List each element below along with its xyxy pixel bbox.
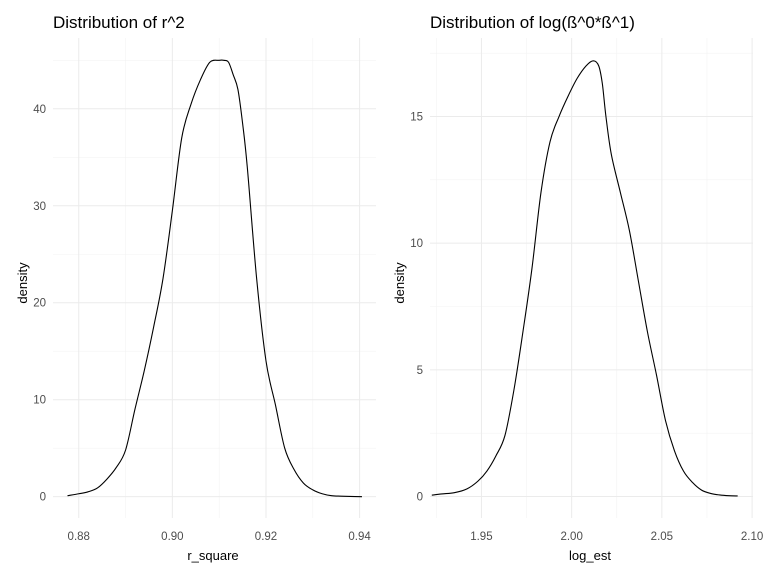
grid-lines xyxy=(430,38,753,518)
x-tick-label: 2.05 xyxy=(651,531,673,543)
y-tick-label: 0 xyxy=(40,492,46,504)
y-tick-label: 10 xyxy=(33,395,46,407)
density-curve xyxy=(431,60,738,497)
chart-title: Distribution of log(ß^0*ß^1) xyxy=(430,13,635,32)
x-tick-labels: 0.88 0.90 0.92 0.94 xyxy=(68,531,372,543)
x-tick-label: 0.94 xyxy=(348,531,371,543)
y-axis-title: density xyxy=(15,262,30,304)
y-tick-label: 40 xyxy=(33,104,46,116)
y-axis-title: density xyxy=(392,262,407,304)
x-tick-labels: 1.95 2.00 2.05 2.10 xyxy=(470,531,763,543)
y-tick-label: 30 xyxy=(33,201,46,213)
y-tick-label: 20 xyxy=(33,298,46,310)
y-tick-label: 5 xyxy=(417,365,423,377)
log-est-density-panel: Distribution of log(ß^0*ß^1) 0 5 10 15 1.95… xyxy=(392,13,763,563)
y-tick-label: 0 xyxy=(417,491,423,503)
density-curve-layer xyxy=(431,60,738,497)
y-tick-labels: 0 10 20 30 40 xyxy=(33,104,46,504)
x-tick-label: 0.90 xyxy=(161,531,183,543)
x-axis-title: log_est xyxy=(569,548,611,563)
grid-lines xyxy=(53,38,376,518)
x-tick-label: 1.95 xyxy=(470,531,492,543)
x-tick-label: 0.92 xyxy=(255,531,277,543)
y-tick-labels: 0 5 10 15 xyxy=(410,112,423,504)
x-axis-title: r_square xyxy=(187,548,238,563)
x-tick-label: 2.10 xyxy=(741,531,763,543)
density-curve-layer xyxy=(67,59,362,498)
y-tick-label: 15 xyxy=(410,112,423,124)
x-tick-label: 2.00 xyxy=(560,531,582,543)
chart-title: Distribution of r^2 xyxy=(53,13,185,32)
x-tick-label: 0.88 xyxy=(68,531,90,543)
density-curve xyxy=(67,59,362,498)
y-tick-label: 10 xyxy=(410,238,423,250)
